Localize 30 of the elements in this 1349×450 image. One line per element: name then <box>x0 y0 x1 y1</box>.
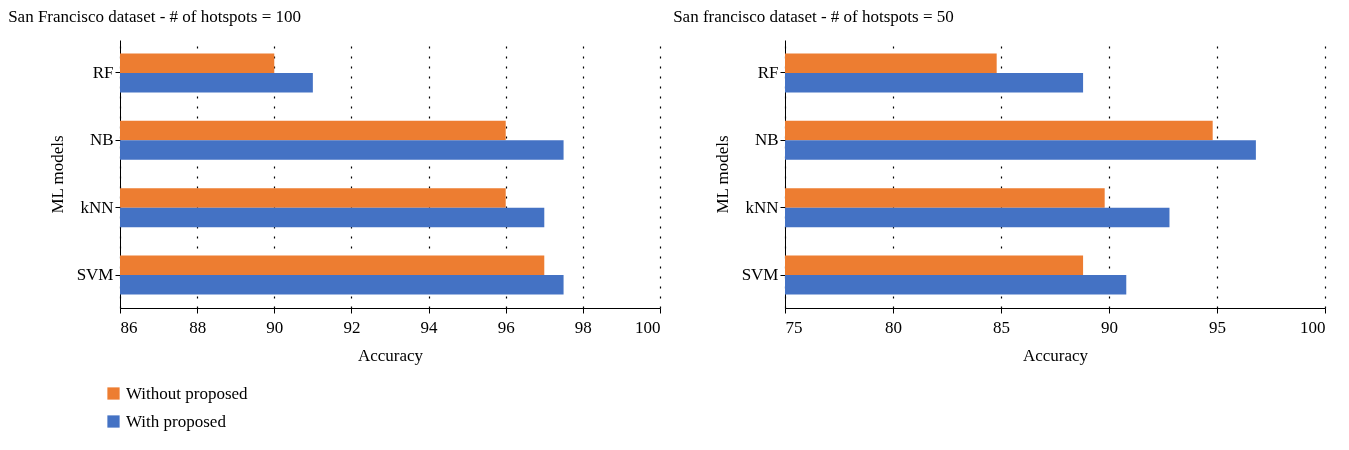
x-tick-label: 98 <box>574 317 592 337</box>
x-tick-label: 100 <box>1300 317 1326 337</box>
x-tick-label: 95 <box>1209 317 1226 337</box>
x-axis-title: Accuracy <box>357 345 424 365</box>
chart-title: San francisco dataset - # of hotspots = 50 <box>673 7 954 26</box>
x-tick-label: 92 <box>343 317 361 337</box>
y-tick-label: RF <box>757 62 779 82</box>
x-tick-label: 90 <box>266 317 284 337</box>
legend-label: With proposed <box>126 411 227 431</box>
legend-label: Without proposed <box>126 383 249 403</box>
x-tick-label: 88 <box>189 317 207 337</box>
y-axis-title: ML models <box>712 135 732 214</box>
x-axis-title: Accuracy <box>1022 345 1089 365</box>
x-tick-label: 96 <box>497 317 515 337</box>
y-tick-label: kNN <box>80 197 114 217</box>
x-tick-label: 75 <box>785 317 803 337</box>
x-tick-label: 80 <box>885 317 902 337</box>
x-tick-label: 86 <box>120 317 138 337</box>
x-tick-label: 94 <box>420 317 439 337</box>
x-tick-label: 85 <box>993 317 1010 337</box>
chart-title: San Francisco dataset - # of hotspots = 100 <box>8 7 302 26</box>
y-axis-title: ML models <box>47 135 67 214</box>
y-tick-label: SVM <box>76 265 114 285</box>
y-tick-label: NB <box>754 130 779 150</box>
y-tick-label: kNN <box>745 197 779 217</box>
y-tick-label: SVM <box>741 265 779 285</box>
y-tick-label: RF <box>92 62 114 82</box>
x-tick-label: 90 <box>1101 317 1118 337</box>
x-tick-label: 100 <box>635 317 661 337</box>
y-tick-label: NB <box>89 130 114 150</box>
